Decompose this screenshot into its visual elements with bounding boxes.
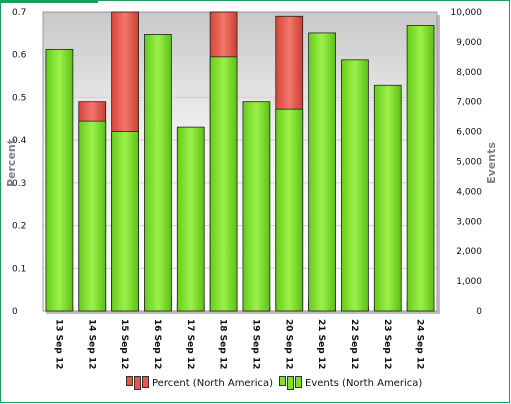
right-axis-title: Events xyxy=(485,142,498,184)
events-bar[interactable] xyxy=(144,34,172,312)
x-tick-label: 23 Sep 12 xyxy=(382,319,392,369)
legend-label-events: Events (North America) xyxy=(305,377,423,389)
right-axis-ticks: 0 1,000 2,000 3,000 4,000 5,000 6,000 7,000 8,00… xyxy=(451,8,483,317)
legend-item-percent[interactable]: Percent (North America) xyxy=(126,376,273,390)
events-bar[interactable] xyxy=(373,84,402,312)
events-bar[interactable] xyxy=(242,101,271,312)
left-tick-label: 0.2 xyxy=(12,222,26,232)
events-bar[interactable] xyxy=(308,32,336,312)
events-swatch-icon xyxy=(279,376,303,390)
events-bar[interactable] xyxy=(176,126,205,312)
x-tick-label: 15 Sep 12 xyxy=(119,319,129,369)
plot-area xyxy=(42,11,438,312)
right-tick-label: 4,000 xyxy=(456,187,482,197)
right-tick-label: 9,000 xyxy=(456,38,482,48)
left-axis-title: Percent xyxy=(5,139,18,187)
events-bar[interactable] xyxy=(78,120,107,312)
right-tick-label: 5,000 xyxy=(456,158,482,168)
right-tick-label: 3,000 xyxy=(456,217,482,227)
left-tick-label: 0.6 xyxy=(12,51,27,61)
x-tick-label: 21 Sep 12 xyxy=(316,319,326,369)
x-tick-label: 18 Sep 12 xyxy=(218,319,228,369)
x-tick-label: 16 Sep 12 xyxy=(152,319,162,369)
right-tick-label: 8,000 xyxy=(456,68,482,78)
left-tick-label: 0.4 xyxy=(12,136,27,146)
legend-item-events[interactable]: Events (North America) xyxy=(279,376,422,390)
events-bar[interactable] xyxy=(341,59,369,312)
percent-swatch-icon xyxy=(126,376,149,390)
x-tick-label: 22 Sep 12 xyxy=(349,319,359,369)
right-tick-label: 6,000 xyxy=(456,128,482,138)
events-bar[interactable] xyxy=(406,25,435,312)
right-tick-label: 10,000 xyxy=(451,8,483,18)
x-tick-label: 24 Sep 12 xyxy=(415,319,425,369)
left-tick-label: 0.3 xyxy=(12,179,26,189)
legend-label-percent: Percent (North America) xyxy=(152,377,274,389)
right-tick-label: 1,000 xyxy=(456,277,482,287)
events-bar[interactable] xyxy=(209,56,238,312)
x-axis-ticks: 13 Sep 12 14 Sep 12 15 Sep 12 16 Sep 12 17 S… xyxy=(53,319,424,369)
gridlines xyxy=(43,54,437,269)
x-tick-label: 17 Sep 12 xyxy=(185,319,195,369)
events-bar[interactable] xyxy=(111,131,139,312)
right-tick-label: 0 xyxy=(476,307,482,317)
events-bar[interactable] xyxy=(45,48,74,312)
left-tick-label: 0.5 xyxy=(12,93,26,103)
x-tick-label: 13 Sep 12 xyxy=(53,319,63,369)
x-tick-label: 19 Sep 12 xyxy=(250,319,260,369)
right-tick-label: 2,000 xyxy=(456,247,482,257)
left-tick-label: 0.7 xyxy=(12,8,26,18)
x-tick-label: 20 Sep 12 xyxy=(283,319,293,369)
events-bar[interactable] xyxy=(275,108,304,312)
left-tick-label: 0 xyxy=(12,307,18,317)
legend: Percent (North America) Events (North Am… xyxy=(126,375,428,391)
left-tick-label: 0.1 xyxy=(12,264,26,274)
top-accent xyxy=(0,0,98,3)
bars xyxy=(45,11,435,312)
left-axis-ticks: 0 0.1 0.2 0.3 0.4 0.5 0.6 0.7 xyxy=(12,8,27,317)
right-tick-label: 7,000 xyxy=(456,98,482,108)
x-tick-label: 14 Sep 12 xyxy=(86,319,96,369)
